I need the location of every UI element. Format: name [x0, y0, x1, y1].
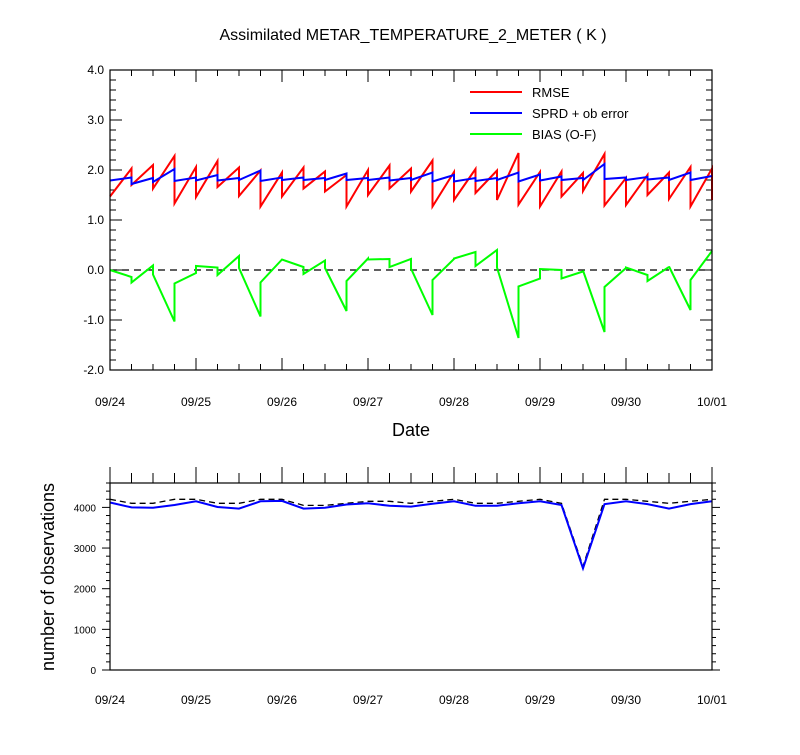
y-axis-label: number of observations	[38, 483, 58, 671]
series-line-possible	[109, 498, 713, 569]
legend-label: BIAS (O-F)	[532, 127, 596, 142]
y-tick-label: 1000	[74, 625, 97, 636]
series-line-sprd-ob-error	[109, 162, 713, 186]
x-tick-label: 09/29	[525, 395, 555, 409]
y-tick-label: -2.0	[83, 363, 104, 377]
top-plot: Assimilated METAR_TEMPERATURE_2_METER ( …	[83, 27, 727, 440]
y-tick-label: 3.0	[87, 113, 104, 127]
y-tick-label: 0.0	[87, 263, 104, 277]
x-tick-label: 09/29	[525, 693, 555, 707]
x-tick-label: 10/01	[697, 395, 727, 409]
x-tick-label: 09/28	[439, 395, 469, 409]
x-tick-label: 09/24	[95, 693, 125, 707]
plot-frame	[109, 482, 713, 671]
x-tick-label: 09/27	[353, 693, 383, 707]
x-tick-label: 09/26	[267, 395, 297, 409]
y-tick-label: 3000	[74, 544, 97, 555]
x-tick-label: 09/30	[611, 395, 641, 409]
series-line-used	[109, 499, 713, 572]
x-tick-label: 09/26	[267, 693, 297, 707]
y-tick-label: 1.0	[87, 213, 104, 227]
x-tick-label: 09/27	[353, 395, 383, 409]
x-tick-label: 09/24	[95, 395, 125, 409]
x-tick-label: 09/25	[181, 693, 211, 707]
chart-title: Assimilated METAR_TEMPERATURE_2_METER ( …	[219, 27, 606, 44]
x-axis-label: Date	[392, 420, 430, 440]
y-tick-label: -1.0	[83, 313, 104, 327]
plot-frame	[109, 69, 713, 371]
y-tick-label: 2000	[74, 585, 97, 596]
y-tick-label: 2.0	[87, 163, 104, 177]
series-line-rmse	[109, 150, 713, 211]
x-tick-label: 09/25	[181, 395, 211, 409]
y-tick-label: 4000	[74, 503, 97, 514]
x-tick-label: 09/28	[439, 693, 469, 707]
y-tick-label: 0	[90, 666, 96, 677]
y-tick-label: 4.0	[87, 63, 104, 77]
x-tick-label: 10/01	[697, 693, 727, 707]
legend-label: SPRD + ob error	[532, 106, 629, 121]
series-line-bias-o-f	[109, 248, 713, 339]
legend-label: RMSE	[532, 85, 570, 100]
bottom-plot: 0 1000 2000 3000 4000 09/24 09/25 09/26 09/27 09/…	[38, 467, 727, 707]
x-tick-label: 09/30	[611, 693, 641, 707]
